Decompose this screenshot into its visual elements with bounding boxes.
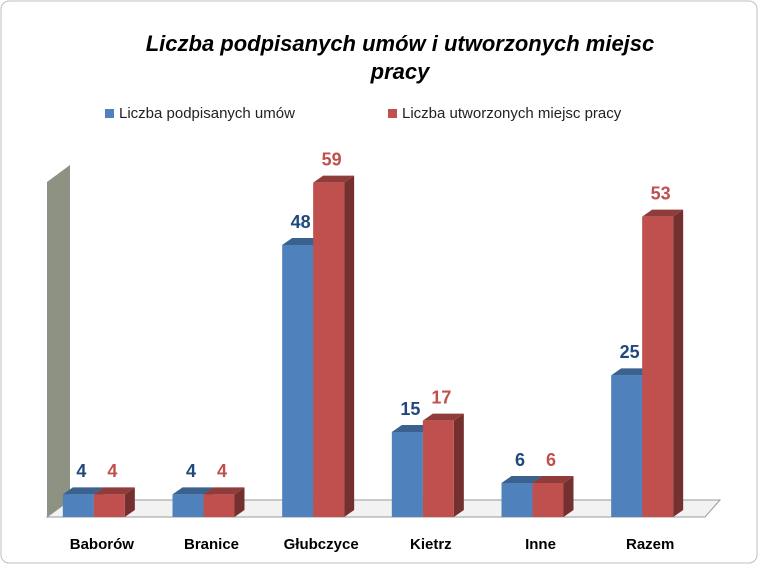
legend-label: Liczba utworzonych miejsc pracy xyxy=(402,105,622,122)
data-label: 17 xyxy=(431,387,451,407)
bar-side xyxy=(124,487,135,517)
bar xyxy=(313,175,355,517)
data-label: 6 xyxy=(546,450,556,470)
bar-top xyxy=(93,487,135,495)
bar-top xyxy=(642,209,684,217)
bar-top xyxy=(611,368,653,376)
data-label: 25 xyxy=(620,342,640,362)
bar-side xyxy=(673,209,684,517)
bar-side xyxy=(453,413,464,517)
bar-front xyxy=(422,420,454,517)
bar-front xyxy=(532,483,564,517)
bar xyxy=(532,476,574,517)
data-label: 4 xyxy=(76,461,86,481)
bar xyxy=(93,487,135,517)
bar-top xyxy=(62,487,104,495)
x-tick-label: Razem xyxy=(626,536,674,553)
data-label: 4 xyxy=(107,461,117,481)
bar-front xyxy=(611,375,643,517)
bar-front xyxy=(282,245,314,517)
data-label: 53 xyxy=(651,183,671,203)
bar-top xyxy=(203,487,245,495)
bar xyxy=(642,209,684,517)
bar-top xyxy=(172,487,214,495)
legend-swatch xyxy=(105,109,114,118)
bar-front xyxy=(391,432,423,517)
bar-front xyxy=(172,494,204,517)
bar-top xyxy=(422,413,464,421)
data-label: 4 xyxy=(217,461,227,481)
bar-top xyxy=(532,476,574,483)
bar-side xyxy=(344,175,355,517)
bar-front xyxy=(203,494,235,517)
x-tick-label: Inne xyxy=(525,536,556,553)
side-wall xyxy=(47,165,70,517)
bar-front xyxy=(313,182,345,517)
bar xyxy=(203,487,245,517)
bar-top xyxy=(313,175,355,183)
x-tick-label: Głubczyce xyxy=(284,536,359,553)
bar-front xyxy=(501,483,533,517)
chart-title: Liczba podpisanych umów i utworzonych mi… xyxy=(146,31,655,56)
bar-front xyxy=(62,494,94,517)
data-label: 48 xyxy=(291,212,311,232)
bar-side xyxy=(234,487,245,517)
data-label: 6 xyxy=(515,450,525,470)
data-label: 15 xyxy=(400,399,420,419)
x-tick-label: Branice xyxy=(184,536,239,553)
x-tick-label: Baborów xyxy=(70,536,135,553)
data-label: 4 xyxy=(186,461,196,481)
legend-swatch xyxy=(388,109,397,118)
data-label: 59 xyxy=(322,149,342,169)
bar-top xyxy=(282,238,324,245)
bar xyxy=(422,413,464,517)
bar-side xyxy=(563,476,574,517)
x-tick-label: Kietrz xyxy=(410,536,452,553)
bar-top xyxy=(391,425,433,432)
bar-front xyxy=(642,216,674,517)
bar-front xyxy=(93,494,125,517)
chart-title: pracy xyxy=(370,59,431,84)
legend-label: Liczba podpisanych umów xyxy=(119,105,295,122)
bar-top xyxy=(501,476,543,483)
